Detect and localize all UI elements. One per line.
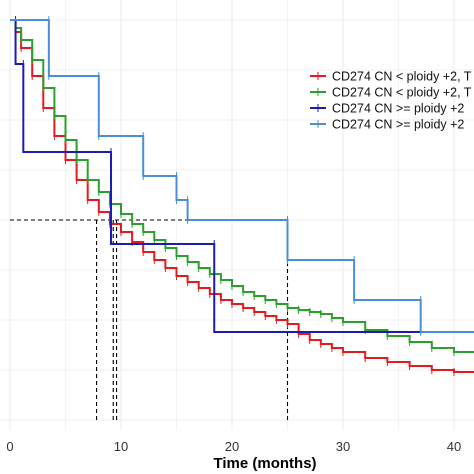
survival-curves: [10, 16, 474, 376]
x-tick-label: 20: [225, 439, 239, 454]
x-axis-ticks: 0 10 20 30 40: [6, 439, 461, 454]
x-tick-label: 40: [447, 439, 461, 454]
grid-lines: [0, 0, 474, 430]
x-tick-label: 30: [336, 439, 350, 454]
legend-label-2: CD274 CN < ploidy +2, T: [332, 86, 472, 100]
legend-label-4: CD274 CN >= ploidy +2: [332, 118, 464, 132]
legend-label-3: CD274 CN >= ploidy +2: [332, 102, 464, 116]
x-tick-label: 0: [6, 439, 13, 454]
legend: CD274 CN < ploidy +2, T CD274 CN < ploidy…: [310, 70, 472, 132]
series-line-4: [10, 19, 474, 333]
series-line-3: [10, 19, 474, 333]
legend-label-1: CD274 CN < ploidy +2, T: [332, 70, 472, 84]
x-tick-label: 10: [114, 439, 128, 454]
x-axis-title: Time (months): [213, 455, 316, 472]
